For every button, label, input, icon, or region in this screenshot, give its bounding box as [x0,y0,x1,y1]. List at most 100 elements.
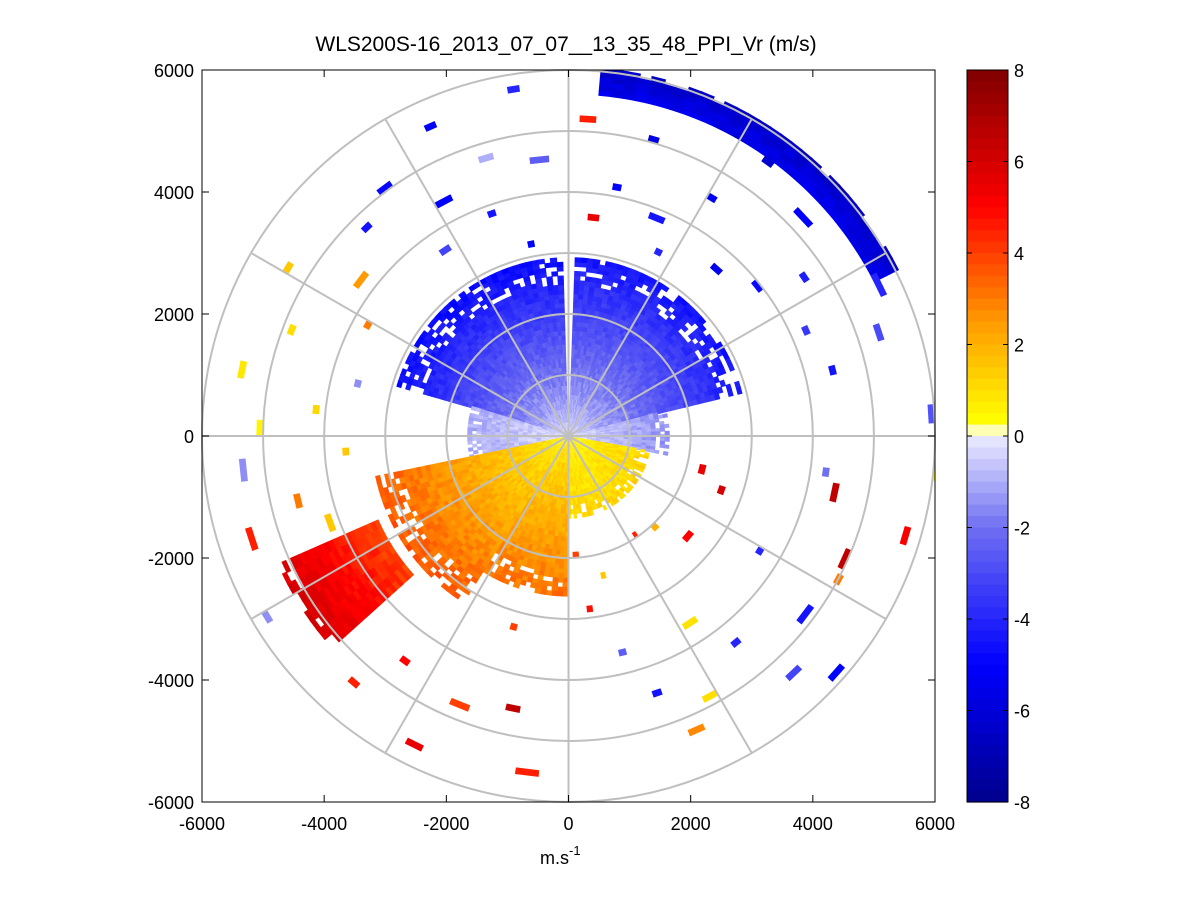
velocity-cell [646,437,652,441]
velocity-cell [442,309,452,319]
velocity-cell [560,357,564,364]
velocity-cell [586,411,591,416]
velocity-cell [635,404,642,409]
velocity-cell [560,325,566,332]
velocity-cell [587,412,593,418]
velocity-cell [513,263,522,271]
velocity-cell [556,420,561,426]
velocity-cell [549,303,556,310]
velocity-cell [553,330,559,337]
velocity-cell [521,397,527,403]
velocity-cell [541,429,547,432]
velocity-cell [530,417,536,422]
velocity-cell [601,408,608,414]
velocity-cell [586,438,592,440]
velocity-cell [656,409,663,415]
velocity-cell [604,414,611,419]
velocity-cell [552,387,557,393]
velocity-cell [512,411,519,416]
velocity-cell [587,384,592,391]
velocity-cell [597,264,606,271]
velocity-cell [503,389,510,396]
velocity-cell [524,418,531,422]
velocity-cell [526,437,532,440]
velocity-cell [485,442,492,447]
velocity-cell [559,399,562,405]
velocity-cell [627,389,634,396]
velocity-cell [489,394,496,400]
velocity-cell [653,449,660,455]
velocity-cell [511,415,517,420]
velocity-cell [542,402,548,408]
velocity-cell [557,275,564,281]
velocity-cell [606,392,612,399]
velocity-cell [563,385,566,391]
velocity-cell [499,432,505,435]
velocity-cell [527,357,533,364]
velocity-cell [561,413,564,419]
velocity-cell [551,387,555,394]
velocity-cell [515,382,522,389]
velocity-cell [578,294,585,300]
velocity-cell [594,407,600,412]
velocity-cell [543,407,549,413]
velocity-cell [582,387,587,394]
velocity-cell [588,401,594,407]
velocity-cell [526,288,534,296]
velocity-cell [469,412,475,418]
velocity-cell [719,366,727,376]
velocity-cell [616,264,625,271]
velocity-cell [582,402,587,408]
velocity-cell [575,330,581,336]
velocity-cell [521,377,527,384]
velocity-cell [710,382,718,391]
velocity-cell [606,418,613,423]
velocity-cell [549,388,554,394]
velocity-cell [581,377,586,384]
velocity-cell [558,339,563,346]
velocity-cell [575,409,579,415]
velocity-cell [534,420,540,425]
velocity-cell [529,401,535,407]
velocity-cell [538,393,544,399]
velocity-cell [577,433,583,435]
velocity-cell [549,422,554,426]
velocity-cell [575,335,580,341]
velocity-cell [585,427,591,430]
velocity-cell [579,424,585,429]
velocity-cell [535,409,541,414]
velocity-cell [571,408,574,414]
velocity-cell [517,411,524,416]
velocity-cell [576,420,581,426]
velocity-cell [585,308,592,315]
velocity-cell [687,332,696,341]
velocity-cell [571,422,575,428]
velocity-cell [599,392,605,398]
velocity-cell [536,282,544,289]
velocity-cell [575,390,579,396]
velocity-cell [664,430,670,435]
velocity-cell [597,296,604,304]
velocity-cell [586,436,592,439]
velocity-cell [491,447,497,451]
velocity-cell [709,394,716,402]
velocity-cell [598,411,604,416]
velocity-cell [595,428,601,431]
velocity-cell [570,417,573,423]
velocity-cell [536,286,544,293]
velocity-cell [603,289,612,296]
velocity-cell [508,390,515,396]
velocity-cell [560,418,563,424]
velocity-cell [584,425,590,429]
velocity-cell [540,366,546,373]
velocity-cell [614,433,620,436]
velocity-cell [531,259,540,266]
velocity-cell [559,433,565,435]
velocity-cell [570,403,573,409]
velocity-cell [553,326,559,332]
velocity-cell [562,413,565,419]
velocity-cell [561,429,566,434]
velocity-cell [407,351,416,360]
velocity-cell [531,387,537,393]
velocity-cell [587,365,592,371]
